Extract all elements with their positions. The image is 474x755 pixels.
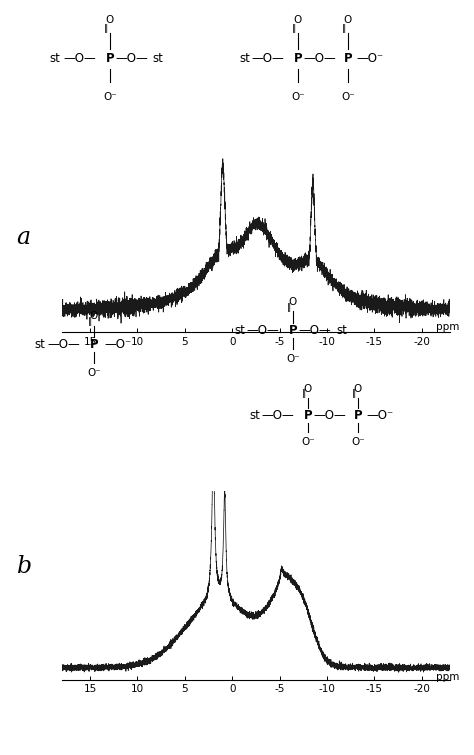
Text: ‖: ‖ — [302, 389, 306, 398]
Text: P: P — [344, 52, 352, 66]
Text: P: P — [304, 408, 312, 422]
Text: ‖: ‖ — [88, 317, 92, 326]
Text: ‖: ‖ — [352, 389, 356, 398]
Text: st: st — [153, 52, 164, 66]
Text: P: P — [90, 338, 98, 351]
Text: —O—: —O— — [304, 52, 337, 66]
Text: O⁻: O⁻ — [351, 436, 365, 447]
Text: st: st — [50, 52, 61, 66]
Text: —O⁻: —O⁻ — [356, 52, 383, 66]
Text: st: st — [235, 324, 246, 337]
Text: —O—: —O— — [116, 52, 148, 66]
Text: O⁻: O⁻ — [87, 368, 101, 378]
Text: O: O — [90, 311, 98, 321]
Text: —O—: —O— — [252, 52, 284, 66]
Text: P: P — [106, 52, 114, 66]
Text: O⁻: O⁻ — [286, 353, 300, 364]
Text: st: st — [35, 338, 46, 351]
Text: ‖: ‖ — [287, 304, 291, 312]
Text: st: st — [337, 324, 347, 337]
Text: st: st — [250, 408, 260, 422]
Text: O: O — [294, 15, 302, 26]
Text: —O—: —O— — [64, 52, 96, 66]
Text: b: b — [17, 555, 32, 578]
Text: O: O — [106, 15, 114, 26]
Text: P: P — [294, 52, 302, 66]
Text: O: O — [304, 384, 312, 394]
Text: O⁻: O⁻ — [301, 436, 315, 447]
Text: ‖: ‖ — [104, 23, 108, 32]
Text: —O—: —O— — [47, 338, 81, 351]
Text: ‖: ‖ — [342, 23, 346, 32]
Text: —O—: —O— — [246, 324, 279, 337]
Text: P: P — [354, 408, 362, 422]
Text: —O⁻: —O⁻ — [104, 338, 132, 351]
Text: O⁻: O⁻ — [291, 92, 305, 103]
Text: ‖: ‖ — [292, 23, 296, 32]
Text: O: O — [354, 384, 362, 394]
Text: —O—: —O— — [262, 408, 294, 422]
Text: O⁻: O⁻ — [341, 92, 355, 103]
Text: O: O — [289, 297, 297, 307]
Text: P: P — [289, 324, 297, 337]
Text: ppm: ppm — [436, 671, 459, 682]
Text: —O⁻: —O⁻ — [366, 408, 393, 422]
Text: a: a — [17, 226, 31, 249]
Text: —O—: —O— — [299, 324, 331, 337]
Text: O: O — [344, 15, 352, 26]
Text: O⁻: O⁻ — [103, 92, 117, 103]
Text: ppm: ppm — [436, 322, 459, 331]
Text: —O—: —O— — [314, 408, 346, 422]
Text: st: st — [239, 52, 250, 66]
